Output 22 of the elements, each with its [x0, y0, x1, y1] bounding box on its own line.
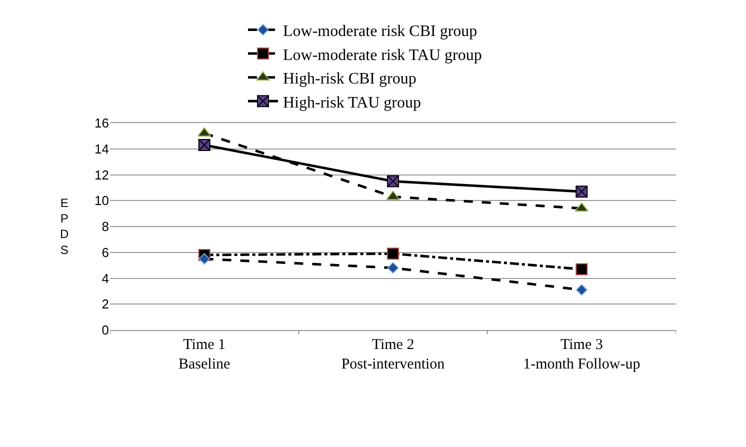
y-tick-label: 2 [102, 296, 109, 312]
y-tick-label: 16 [94, 116, 109, 131]
y-tick-label: 14 [94, 141, 109, 156]
y-tick-label: 12 [94, 167, 109, 182]
point [387, 175, 399, 188]
point [576, 263, 588, 276]
y-axis-title: EPDS [60, 196, 69, 257]
y-tick-label: 0 [102, 322, 109, 338]
y-tick-label: 6 [102, 244, 109, 260]
y-tick-label: 10 [94, 193, 109, 208]
legend-label: Low-moderate risk CBI group [283, 23, 478, 40]
legend-label: High-risk CBI group [283, 70, 416, 88]
y-tick-label: 8 [102, 219, 109, 234]
x-tick-label: Time 2 Post-intervention [341, 337, 446, 372]
x-tick-label: Time 3 1-month Follow-up [523, 337, 640, 372]
y-tick-label: 4 [102, 270, 109, 286]
point [387, 248, 399, 260]
x-tick-label: Time 1 Baseline [178, 337, 230, 372]
legend-label: High-risk TAU group [283, 94, 421, 112]
point [198, 138, 210, 151]
point [576, 186, 588, 198]
legend-label: Low-moderate risk TAU group [283, 46, 482, 64]
